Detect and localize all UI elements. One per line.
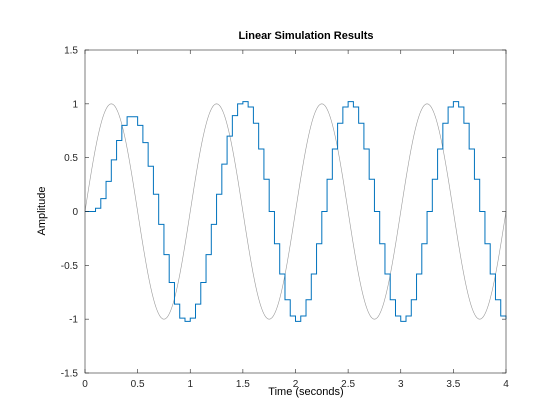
x-tick-label: 1 (187, 379, 193, 390)
y-tick-label: 0 (72, 207, 78, 218)
output-response-stairs (85, 101, 507, 322)
x-tick-label: 2 (293, 379, 299, 390)
y-tick-label: 1 (72, 99, 78, 110)
y-axis-label: Amplitude (36, 187, 48, 236)
x-tick-label: 4 (503, 379, 509, 390)
y-tick-label: -0.5 (61, 261, 79, 272)
x-tick-label: 2.5 (341, 379, 355, 390)
x-tick-label: 3.5 (446, 379, 460, 390)
y-tick-label: -1.5 (61, 369, 79, 380)
y-tick-label: -1 (69, 315, 78, 326)
x-tick-label: 0 (82, 379, 88, 390)
ticks-layer: 0 0.5 1 1.5 2 2.5 3 3.5 4 -1.5 -1 -0.5 0 0.5 1 1.5 (61, 46, 509, 391)
input-signal-line (84, 103, 507, 320)
x-tick-label: 0.5 (131, 379, 145, 390)
x-tick-label: 1.5 (236, 379, 250, 390)
chart-title: Linear Simulation Results (238, 30, 373, 42)
x-tick-label: 3 (398, 379, 404, 390)
x-axis-label: Time (seconds) (268, 386, 343, 398)
y-tick-label: 0.5 (64, 153, 78, 164)
y-tick-label: 1.5 (64, 46, 78, 57)
series-layer (84, 101, 507, 322)
